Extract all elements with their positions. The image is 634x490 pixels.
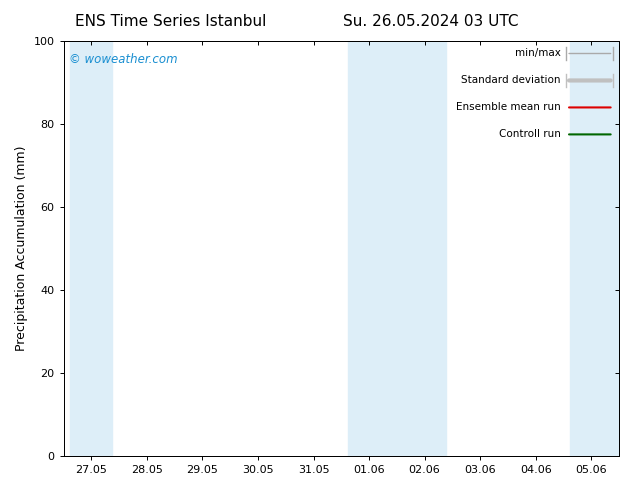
Text: ENS Time Series Istanbul: ENS Time Series Istanbul (75, 14, 267, 29)
Text: Ensemble mean run: Ensemble mean run (456, 102, 560, 112)
Text: min/max: min/max (515, 49, 560, 58)
Y-axis label: Precipitation Accumulation (mm): Precipitation Accumulation (mm) (15, 146, 28, 351)
Bar (348, 41, 446, 456)
Bar (570, 41, 626, 456)
Bar (70, 41, 112, 456)
Text: Standard deviation: Standard deviation (461, 75, 560, 85)
Text: © woweather.com: © woweather.com (69, 53, 178, 67)
Text: Controll run: Controll run (499, 129, 560, 140)
Text: Su. 26.05.2024 03 UTC: Su. 26.05.2024 03 UTC (344, 14, 519, 29)
